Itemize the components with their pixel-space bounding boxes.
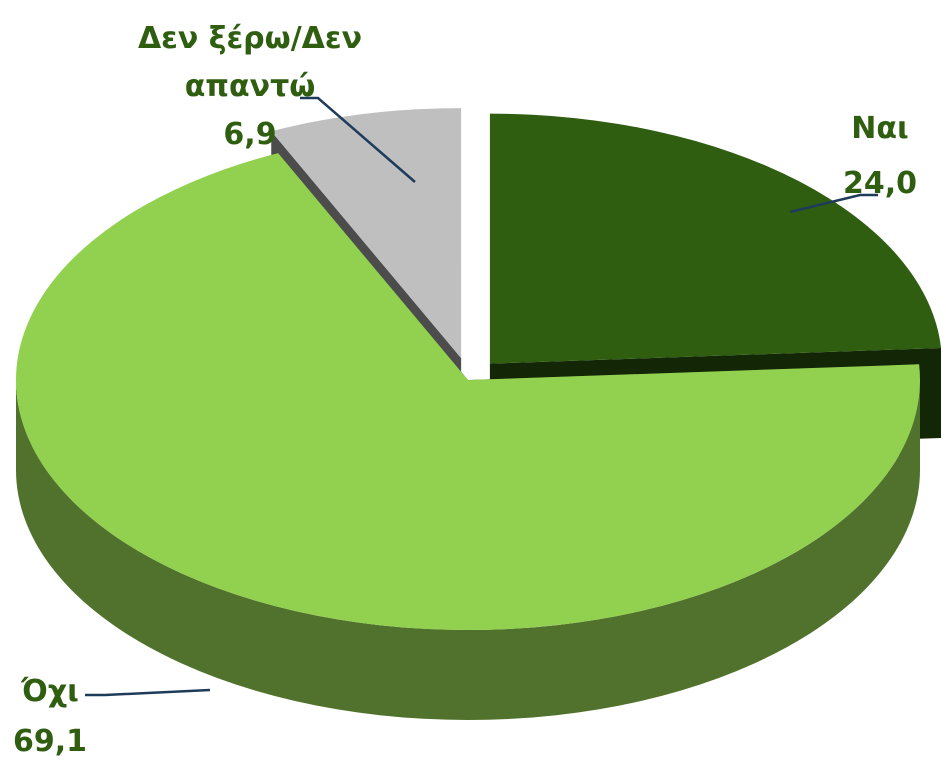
leader-line bbox=[85, 688, 211, 697]
value-label: 69,1 bbox=[12, 724, 88, 759]
leader-line bbox=[789, 193, 878, 214]
slice-side bbox=[16, 380, 920, 720]
value-label: 6,9 bbox=[223, 117, 277, 152]
value-label: 24,0 bbox=[842, 166, 918, 201]
category-label: Δεν ξέρω/Δεν απαντώ bbox=[137, 21, 363, 104]
slice bbox=[16, 153, 921, 630]
category-label: Όχι bbox=[21, 674, 79, 709]
slice bbox=[271, 108, 462, 359]
leader-line bbox=[300, 96, 416, 183]
category-label: Ναι bbox=[851, 111, 909, 146]
slice bbox=[489, 113, 942, 364]
